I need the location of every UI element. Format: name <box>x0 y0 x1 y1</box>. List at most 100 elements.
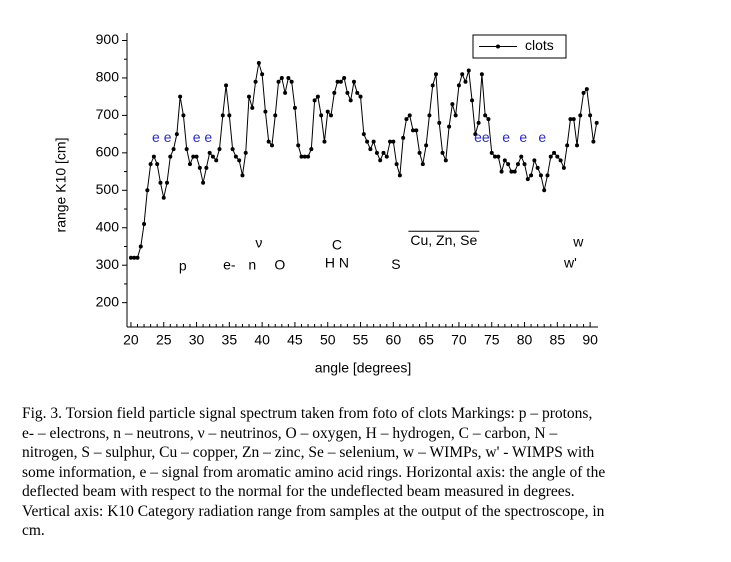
x-tick-label: 50 <box>320 332 336 348</box>
data-point <box>561 165 566 170</box>
data-point <box>197 165 202 170</box>
data-point <box>342 75 347 80</box>
annotation: O <box>274 257 285 273</box>
data-point <box>525 177 530 182</box>
data-point <box>276 79 281 84</box>
data-point <box>368 147 373 152</box>
data-point <box>371 139 376 144</box>
data-point <box>509 169 514 174</box>
data-point <box>335 79 340 84</box>
data-point <box>378 158 383 163</box>
x-tick-label: 45 <box>287 332 303 348</box>
data-point <box>214 158 219 163</box>
annotation: w <box>572 233 584 249</box>
y-tick-label: 300 <box>96 256 120 272</box>
data-point <box>237 158 242 163</box>
data-point <box>473 132 478 137</box>
data-point <box>443 158 448 163</box>
data-point <box>394 162 399 167</box>
data-point <box>374 150 379 155</box>
data-point <box>220 113 225 118</box>
data-point <box>493 154 498 159</box>
data-point <box>253 79 258 84</box>
data-point <box>210 154 215 159</box>
data-point <box>381 150 386 155</box>
y-tick-label: 200 <box>96 293 120 309</box>
data-point <box>256 60 261 65</box>
data-point <box>479 72 484 77</box>
annotation: e <box>538 129 546 145</box>
data-point <box>522 162 527 167</box>
data-point <box>397 173 402 178</box>
data-point <box>155 162 160 167</box>
data-point <box>411 128 416 133</box>
annotation: S <box>391 256 400 272</box>
x-tick-label: 85 <box>550 332 566 348</box>
annotation: e- <box>223 257 236 273</box>
data-point <box>552 150 557 155</box>
data-point <box>168 154 173 159</box>
caption-line: deflected beam with respect to the norma… <box>22 483 575 500</box>
data-point <box>263 109 268 114</box>
data-point <box>588 113 593 118</box>
data-point <box>437 120 442 125</box>
data-point <box>470 98 475 103</box>
data-point <box>401 135 406 140</box>
annotation: w' <box>563 254 577 270</box>
data-point <box>463 79 468 84</box>
caption-line: nitrogen, S – sulphur, Cu – copper, Zn –… <box>22 444 595 461</box>
data-point <box>476 120 481 125</box>
data-point <box>578 113 583 118</box>
data-point <box>191 154 196 159</box>
caption-line: Fig. 3. Torsion field particle signal sp… <box>22 405 593 422</box>
annotation: e e <box>152 129 172 145</box>
data-point <box>207 150 212 155</box>
data-point <box>450 102 455 107</box>
data-point <box>299 154 304 159</box>
data-point <box>142 222 147 227</box>
chart: angle [degrees] range K10 [cm] 200 300 400… <box>53 31 599 376</box>
data-point <box>545 173 550 178</box>
data-point <box>384 154 389 159</box>
data-point <box>391 139 396 144</box>
data-point <box>329 113 334 118</box>
legend-label: clots <box>525 37 554 53</box>
data-point <box>128 255 133 260</box>
data-point <box>440 150 445 155</box>
data-point <box>358 94 363 99</box>
data-point <box>591 139 596 144</box>
data-point <box>506 162 511 167</box>
data-point <box>224 83 229 88</box>
data-point <box>322 139 327 144</box>
data-point <box>466 68 471 73</box>
y-tick-label: 800 <box>96 69 120 85</box>
data-point <box>148 162 153 167</box>
data-point <box>174 132 179 137</box>
data-point <box>486 117 491 122</box>
data-point <box>138 244 143 249</box>
data-point <box>283 90 288 95</box>
data-point <box>584 87 589 92</box>
caption: Fig. 3. Torsion field particle signal sp… <box>22 404 722 541</box>
data-point <box>201 180 206 185</box>
data-point <box>332 90 337 95</box>
data-point <box>361 132 366 137</box>
data-point <box>388 139 393 144</box>
data-point <box>512 169 517 174</box>
annotation: e e <box>193 129 213 145</box>
data-point <box>427 113 432 118</box>
data-point <box>260 72 265 77</box>
data-point <box>250 105 255 110</box>
x-tick-label: 80 <box>517 332 533 348</box>
data-point <box>348 98 353 103</box>
legend-marker <box>496 44 500 49</box>
data-point <box>230 147 235 152</box>
data-point <box>243 150 248 155</box>
data-point <box>187 162 192 167</box>
data-point <box>407 113 412 118</box>
data-point <box>594 120 599 125</box>
data-point <box>433 72 438 77</box>
data-point <box>319 113 324 118</box>
data-point <box>460 72 465 77</box>
annotation: e <box>502 129 510 145</box>
